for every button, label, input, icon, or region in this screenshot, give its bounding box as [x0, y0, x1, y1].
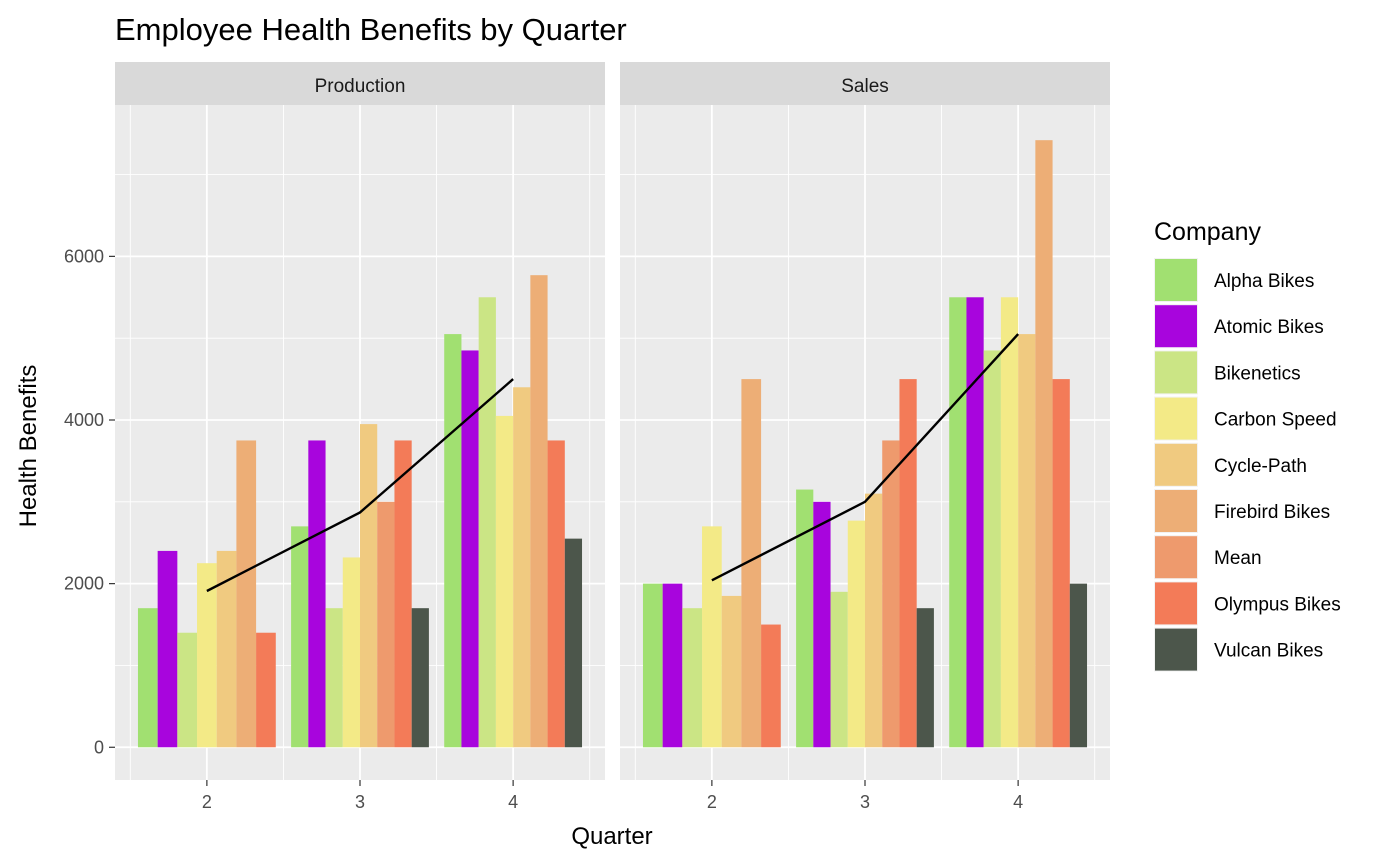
- x-tick-label: 3: [860, 792, 870, 812]
- bar-carbon-speed: [342, 557, 360, 748]
- bar-alpha-bikes: [444, 334, 462, 748]
- bar-alpha-bikes: [642, 583, 663, 748]
- bar-alpha-bikes: [137, 608, 158, 748]
- legend-title: Company: [1154, 218, 1261, 246]
- y-tick-label: 4000: [64, 410, 104, 430]
- x-tick-label: 4: [1013, 792, 1023, 812]
- plot-area: Production 2 3 4 Sales 2 3 4 0 2000 4000 6000: [64, 62, 1110, 812]
- legend-swatch-atomic-bikes: [1155, 305, 1197, 348]
- bar-firebird-bikes: [530, 275, 548, 748]
- bar-olympus-bikes: [394, 440, 412, 748]
- legend-label-olympus-bikes: Olympus Bikes: [1214, 594, 1341, 615]
- bar-olympus-bikes: [256, 632, 276, 748]
- bar-atomic-bikes: [662, 583, 683, 748]
- bar-carbon-speed: [702, 526, 722, 748]
- bar-vulcan-bikes: [916, 608, 934, 748]
- legend-swatch-firebird-bikes: [1155, 490, 1197, 532]
- legend-label-mean: Mean: [1214, 548, 1262, 569]
- bar-olympus-bikes: [761, 624, 781, 748]
- bar-cycle-path: [865, 493, 883, 748]
- legend-label-atomic-bikes: Atomic Bikes: [1214, 317, 1324, 338]
- y-axis-title: Health Benefits: [15, 365, 42, 528]
- legend-label-carbon-speed: Carbon Speed: [1214, 410, 1337, 431]
- bar-bikenetics: [983, 350, 1001, 748]
- legend-swatch-mean: [1155, 536, 1197, 579]
- bar-vulcan-bikes: [411, 608, 429, 748]
- legend-swatch-bikenetics: [1155, 351, 1197, 394]
- bar-carbon-speed: [847, 520, 865, 748]
- legend-swatch-olympus-bikes: [1155, 582, 1197, 625]
- panel-production: Production 2 3 4: [115, 62, 605, 812]
- bar-atomic-bikes: [966, 297, 984, 748]
- bar-alpha-bikes: [949, 297, 967, 748]
- bar-firebird-bikes: [1035, 140, 1053, 748]
- bar-atomic-bikes: [308, 440, 326, 748]
- mean-line: [206, 378, 514, 593]
- bar-mean: [377, 501, 395, 748]
- bar-carbon-speed: [1000, 297, 1019, 748]
- legend-swatch-carbon-speed: [1155, 397, 1197, 440]
- bar-olympus-bikes: [1052, 379, 1070, 748]
- x-tick-label: 2: [707, 792, 717, 812]
- y-tick-label: 0: [94, 737, 104, 757]
- bar-cycle-path: [360, 424, 378, 748]
- legend-label-bikenetics: Bikenetics: [1214, 363, 1301, 384]
- legend-swatch-vulcan-bikes: [1155, 628, 1197, 671]
- chart-title: Employee Health Benefits by Quarter: [115, 12, 627, 47]
- legend-swatch-alpha-bikes: [1155, 259, 1197, 301]
- y-tick-label: 6000: [64, 246, 104, 266]
- strip-production: [115, 62, 605, 105]
- bar-alpha-bikes: [291, 526, 309, 748]
- bar-olympus-bikes: [899, 379, 917, 748]
- bar-firebird-bikes: [236, 440, 257, 748]
- bar-firebird-bikes: [741, 379, 762, 748]
- bar-olympus-bikes: [547, 440, 565, 748]
- bar-cycle-path: [513, 387, 531, 748]
- bar-mean: [882, 440, 900, 748]
- x-axis-title: Quarter: [571, 823, 652, 850]
- bar-atomic-bikes: [813, 501, 831, 748]
- panel-sales: Sales 2 3 4: [620, 62, 1110, 812]
- bar-cycle-path: [1018, 334, 1036, 748]
- bar-bikenetics: [682, 608, 703, 748]
- bar-carbon-speed: [197, 563, 217, 748]
- bar-alpha-bikes: [796, 489, 814, 748]
- bar-bikenetics: [830, 591, 848, 748]
- strip-sales: [620, 62, 1110, 105]
- bar-bikenetics: [478, 297, 496, 748]
- mean-line: [711, 333, 1020, 582]
- bar-carbon-speed: [495, 415, 514, 748]
- legend-label-firebird-bikes: Firebird Bikes: [1214, 502, 1330, 523]
- x-tick-label: 2: [202, 792, 212, 812]
- bar-bikenetics: [325, 608, 343, 748]
- legend-label-vulcan-bikes: Vulcan Bikes: [1214, 641, 1323, 662]
- legend-label-alpha-bikes: Alpha Bikes: [1214, 271, 1314, 292]
- y-tick-label: 2000: [64, 574, 104, 594]
- bar-atomic-bikes: [157, 550, 178, 748]
- legend-swatch-cycle-path: [1155, 443, 1197, 486]
- legend-label-cycle-path: Cycle-Path: [1214, 456, 1307, 477]
- bar-vulcan-bikes: [564, 538, 583, 748]
- bar-bikenetics: [177, 632, 198, 748]
- strip-label-production: Production: [315, 76, 406, 97]
- x-tick-label: 3: [355, 792, 365, 812]
- bar-atomic-bikes: [461, 350, 479, 748]
- bar-cycle-path: [216, 550, 237, 748]
- legend: Company Alpha Bikes Atomic Bikes Bikenetic…: [1154, 218, 1341, 672]
- strip-label-sales: Sales: [841, 76, 889, 97]
- x-tick-label: 4: [508, 792, 518, 812]
- bar-cycle-path: [721, 595, 742, 748]
- bar-vulcan-bikes: [1069, 583, 1088, 748]
